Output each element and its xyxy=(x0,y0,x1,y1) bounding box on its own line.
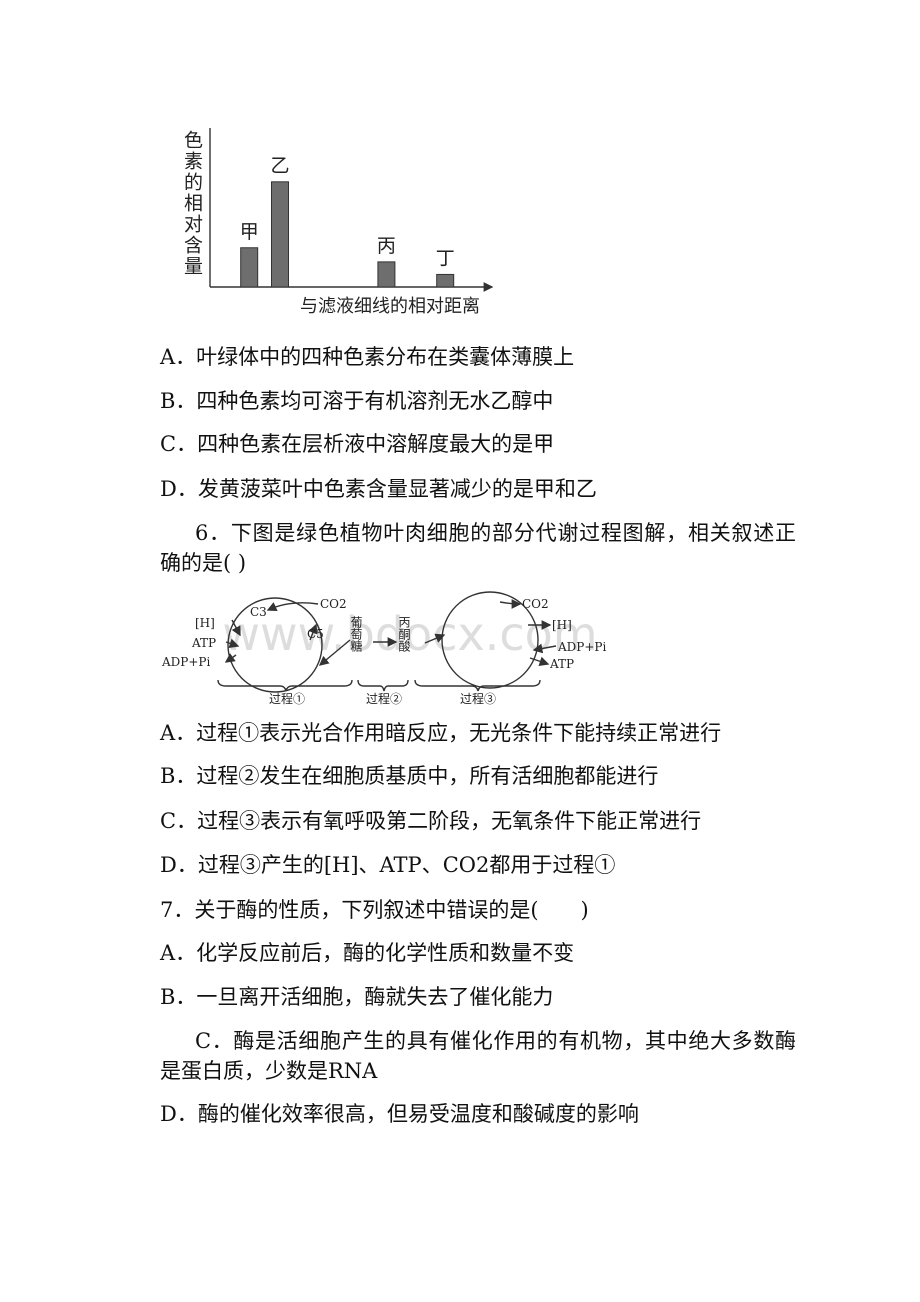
label: 丙酮酸 xyxy=(397,616,411,652)
option: D．发黄菠菜叶中色素含量显著减少的是甲和乙 xyxy=(160,477,597,501)
option: B．一旦离开活细胞，酶就失去了催化能力 xyxy=(160,985,554,1009)
arrow xyxy=(499,599,522,609)
label: 过程③ xyxy=(460,691,496,706)
arrow xyxy=(529,656,550,666)
label: ATP xyxy=(549,657,574,671)
option: D．酶的催化效率很高，但易受温度和酸碱度的影响 xyxy=(160,1102,639,1126)
option: B．过程②发生在细胞质基质中，所有活细胞都能进行 xyxy=(160,764,659,788)
pigment-chart: 色素的相对含量 与滤液细线的相对距离 甲 乙丙丁 xyxy=(181,128,494,317)
arrow xyxy=(266,602,319,611)
question-stem: 7．关于酶的性质，下列叙述中错误的是( ) xyxy=(160,898,589,922)
option: A．过程①表示光合作用暗反应，无光条件下能持续正常进行 xyxy=(160,721,722,745)
option: B．四种色素均可溶于有机溶剂无水乙醇中 xyxy=(160,389,554,413)
bar-label: 丙 xyxy=(377,235,396,257)
label: CO2 xyxy=(522,597,549,611)
arrow xyxy=(532,643,557,654)
y-axis-label: 色素的相对含量 xyxy=(181,130,203,277)
bar-label: 甲 xyxy=(240,221,259,243)
metabolism-diagram: www.bdocx.com [H] ATP ADP+Pi C3 CO2 C5 葡… xyxy=(161,591,606,706)
arrow xyxy=(308,623,318,641)
option: C．四种色素在层析液中溶解度最大的是甲 xyxy=(160,432,555,456)
cycle-1 xyxy=(227,597,323,693)
label: 葡萄糖 xyxy=(349,616,363,653)
label: 过程② xyxy=(366,691,402,706)
arrow xyxy=(231,619,241,637)
arrow xyxy=(225,638,240,648)
bar xyxy=(377,261,396,288)
option: C．过程③表示有氧呼吸第二阶段，无氧条件下能正常进行 xyxy=(160,809,702,833)
label: ADP+Pi xyxy=(161,655,210,669)
label: C3 xyxy=(250,605,267,619)
bar xyxy=(436,273,455,288)
label: [H] xyxy=(552,618,572,632)
label: CO2 xyxy=(320,597,347,611)
option: D．过程③产生的[H]、ATP、CO2都用于过程① xyxy=(160,853,616,877)
label: ATP xyxy=(191,636,216,650)
x-axis-label: 与滤液细线的相对距离 xyxy=(300,296,480,317)
bar xyxy=(240,247,259,288)
bar xyxy=(271,181,289,288)
label: 过程① xyxy=(269,691,305,706)
label: ADP+Pi xyxy=(557,640,606,654)
brace xyxy=(357,679,409,692)
arrow xyxy=(424,633,446,644)
label: C5 xyxy=(307,627,324,641)
option: C．酶是活细胞产生的具有催化作用的有机物，其中绝大多数酶是蛋白质，少数是RNA xyxy=(160,1029,796,1083)
bar-label: 丁 xyxy=(436,247,455,269)
label: [H] xyxy=(195,616,215,630)
question-stem: 6．下图是绿色植物叶肉细胞的部分代谢过程图解，相关叙述正确的是( ) xyxy=(160,521,796,575)
bar-label: 乙 xyxy=(270,155,289,177)
brace xyxy=(217,679,353,692)
arrow xyxy=(318,639,351,666)
option: A．化学反应前后，酶的化学性质和数量不变 xyxy=(160,941,575,965)
arrow xyxy=(224,653,237,663)
brace xyxy=(414,679,541,692)
option: A．叶绿体中的四种色素分布在类囊体薄膜上 xyxy=(160,345,575,369)
